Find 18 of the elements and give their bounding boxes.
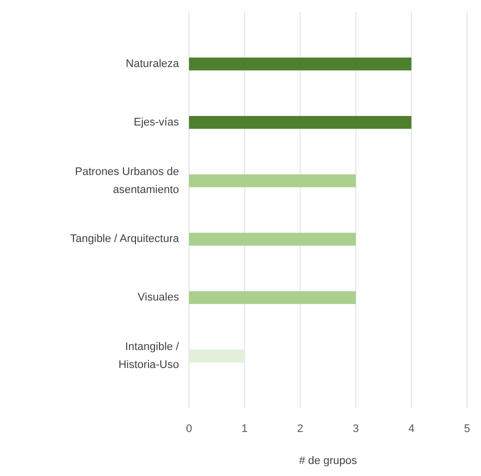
- y-tick-label: Tangible / Arquitectura: [70, 233, 180, 246]
- bar: [189, 174, 356, 188]
- x-tick-label: 1: [242, 423, 248, 435]
- y-tick-label: Naturaleza: [126, 58, 180, 70]
- x-tick-label: 4: [408, 423, 414, 435]
- x-axis-title: # de grupos: [298, 455, 358, 467]
- x-tick-label: 3: [352, 423, 359, 435]
- bar: [189, 232, 356, 246]
- y-tick-label: Ejes-vías: [134, 116, 180, 128]
- bar: [189, 116, 412, 129]
- x-tick-label: 2: [297, 423, 304, 435]
- y-tick-label: Visuales: [138, 292, 180, 304]
- x-tick-label: 5: [464, 423, 470, 435]
- y-tick-label: Patrones Urbanos de asentamiento: [75, 166, 179, 196]
- y-tick-label: Intangible / Historia-Uso: [118, 340, 180, 371]
- x-tick-label: 0: [186, 423, 192, 435]
- bar: [189, 291, 356, 304]
- bar: [189, 58, 412, 70]
